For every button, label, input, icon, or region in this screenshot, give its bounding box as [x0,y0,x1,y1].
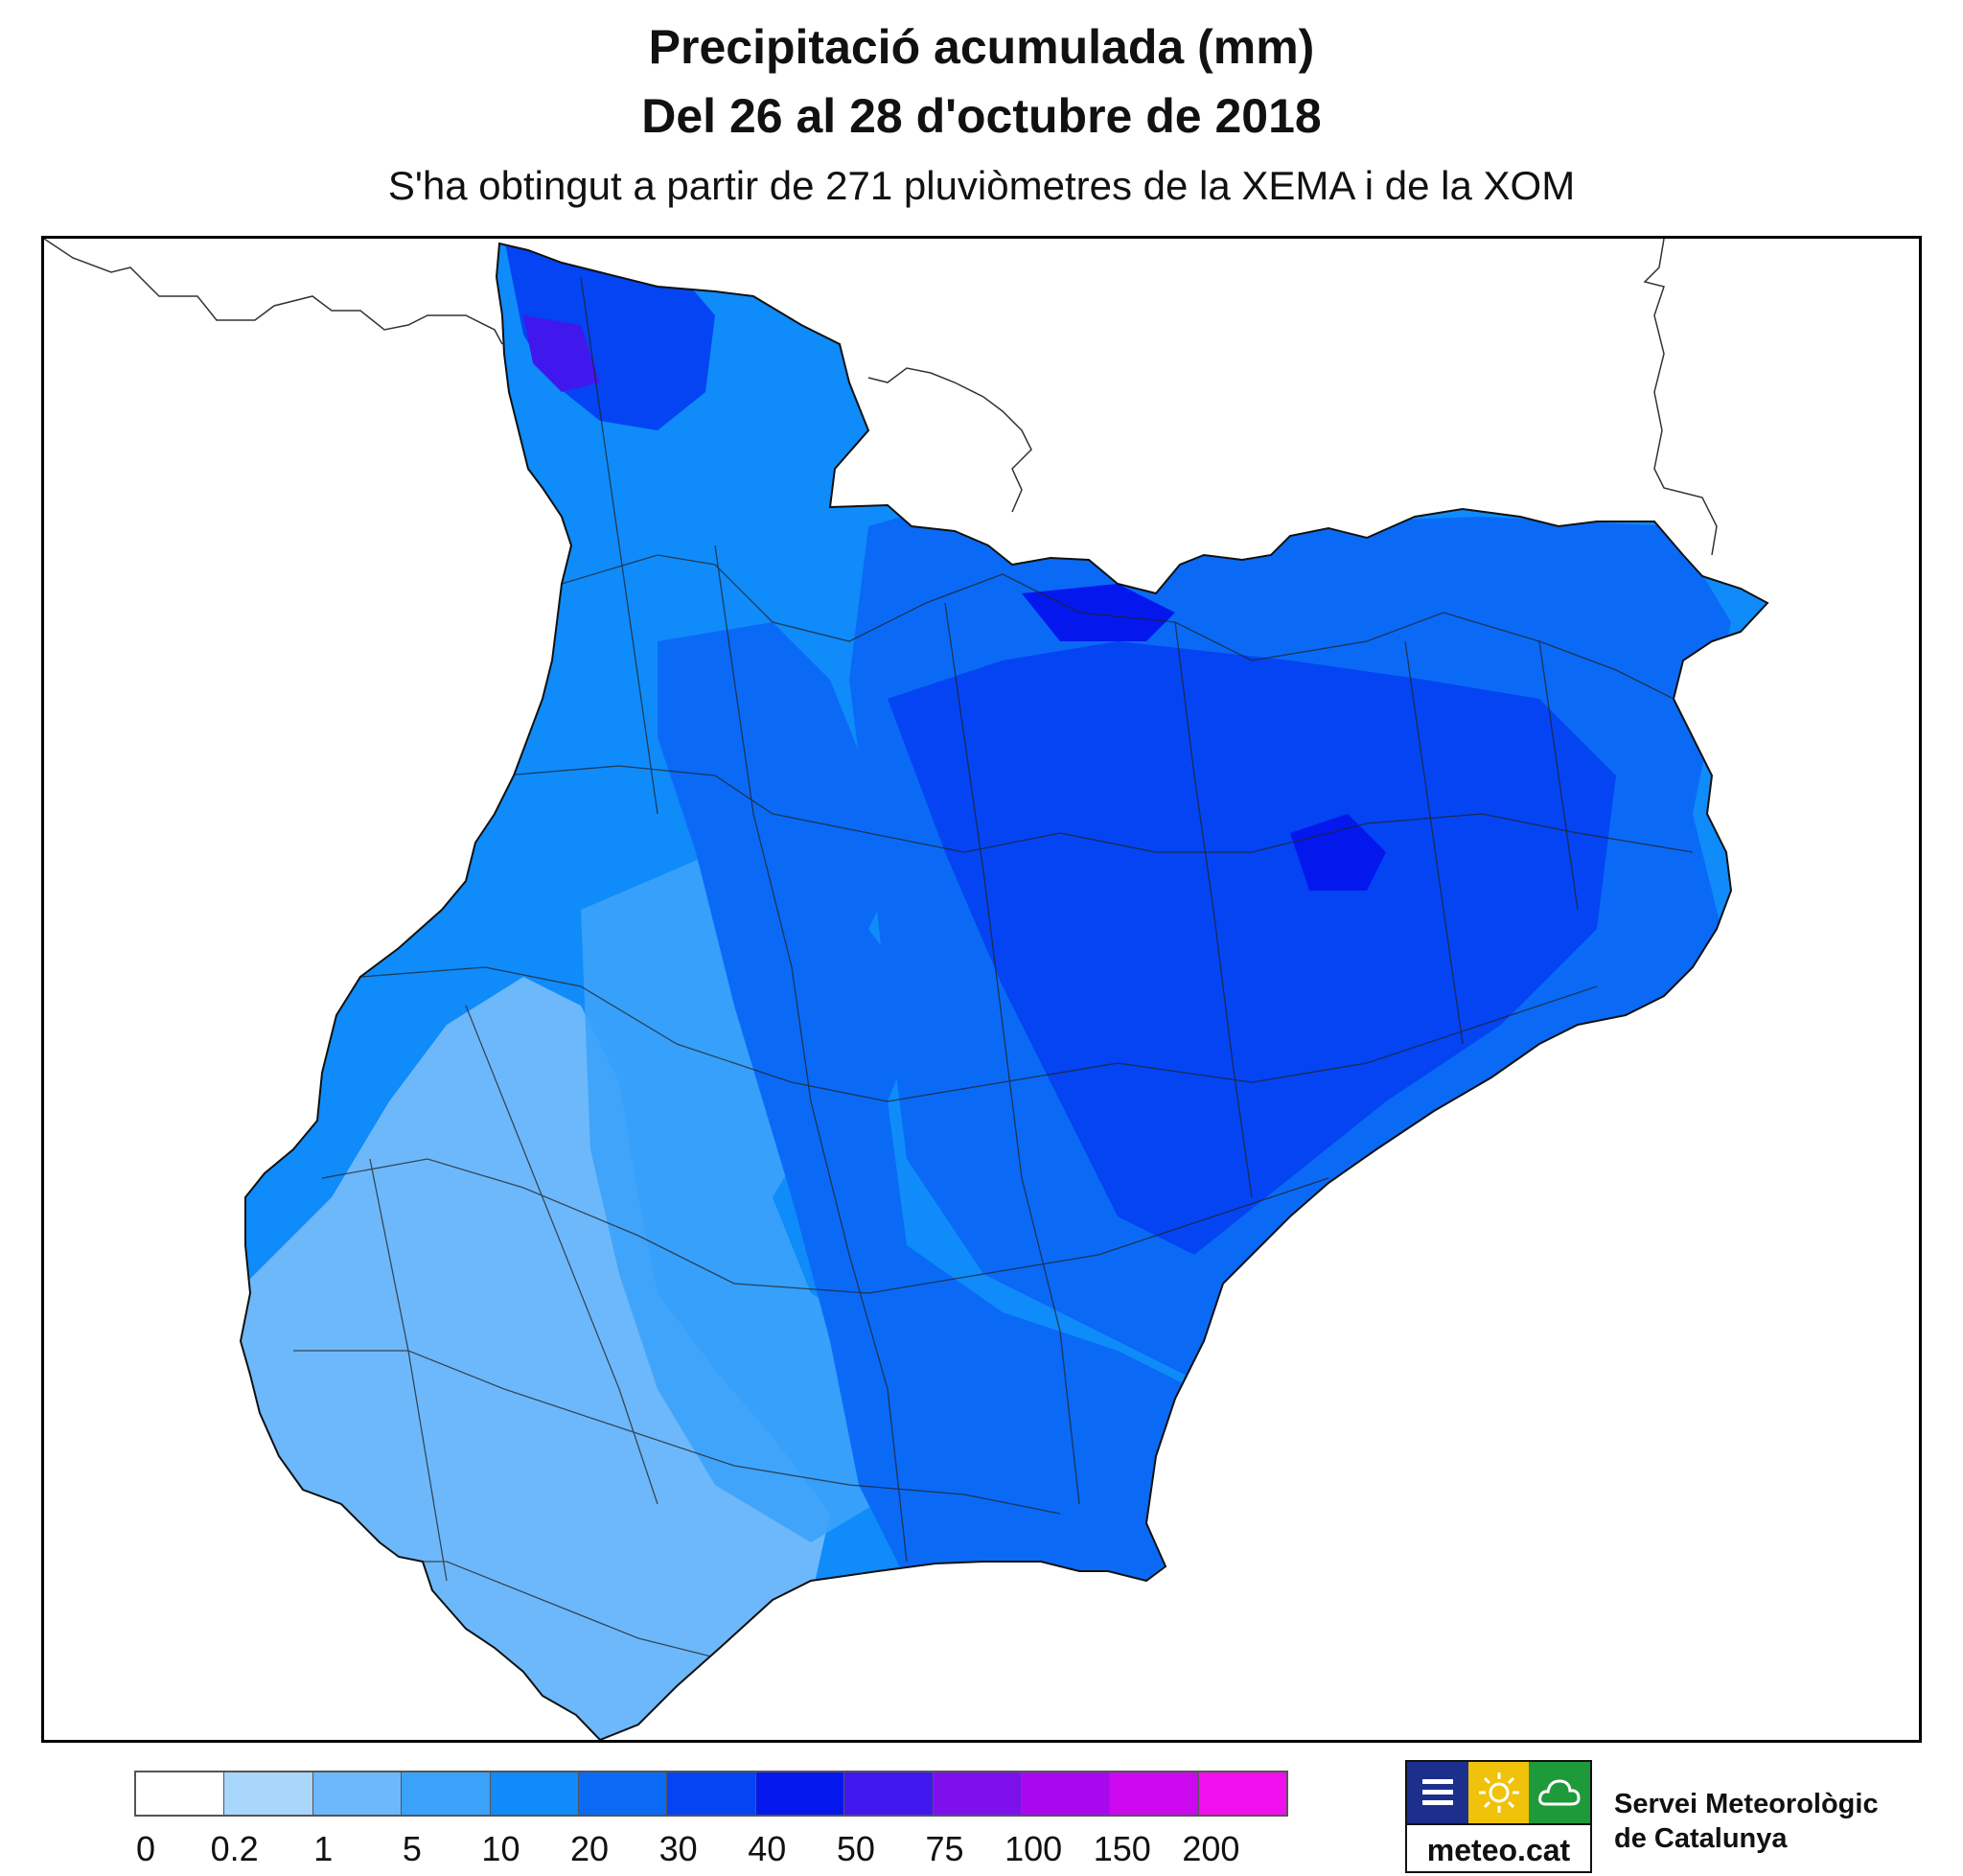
legend-swatch [667,1772,756,1815]
map-date-range: Del 26 al 28 d'octubre de 2018 [641,89,1322,143]
legend-swatch [490,1772,579,1815]
legend-swatch [933,1772,1022,1815]
legend-tick-label: 200 [1182,1829,1240,1868]
map-frame [41,236,1922,1743]
legend-swatch [224,1772,313,1815]
border-line-west [44,239,503,345]
border-line-andorra [867,367,1032,513]
meteocat-logo: meteo.cat [1405,1760,1592,1873]
precipitation-fill [241,243,1767,1740]
legend-swatch [136,1772,225,1815]
map-title: Precipitació acumulada (mm) [648,20,1315,74]
legend-swatch [844,1772,934,1815]
cloud-icon [1529,1762,1591,1823]
comarca-boundaries [293,276,1694,1658]
logo-text: meteo.cat [1407,1823,1590,1875]
border-line-east [1643,239,1718,556]
legend-swatch [1021,1772,1111,1815]
legend-tick-label: 0 [135,1829,156,1868]
legend-tick-label: 150 [1093,1829,1151,1868]
legend-swatch [578,1772,668,1815]
organization-line-1: Servei Meteorològic [1614,1789,1879,1819]
legend-swatch [402,1772,491,1815]
organization-name: Servei Meteorològic de Catalunya [1614,1787,1879,1856]
legend-tick-label: 75 [925,1829,964,1868]
legend-tick-label: 100 [1005,1829,1063,1868]
legend-swatch [1110,1772,1199,1815]
legend-swatch [755,1772,845,1815]
precipitation-map [44,239,1769,1740]
organization-line-2: de Catalunya [1614,1823,1788,1854]
legend-tick-label: 30 [658,1829,698,1868]
legend-tick-label: 10 [481,1829,520,1868]
precipitation-legend [134,1771,1288,1817]
legend-tick-label: 1 [313,1829,334,1868]
map-subtitle: S'ha obtingut a partir de 271 pluviòmetr… [387,163,1576,208]
catalonia-outline [239,242,1769,1740]
legend-tick-label: 5 [402,1829,422,1868]
legend-tick-label: 50 [836,1829,875,1868]
legend-swatch [1198,1772,1287,1815]
legend-tick-label: 20 [570,1829,610,1868]
sun-icon [1467,1762,1530,1823]
legend-swatch [312,1772,403,1815]
legend-tick-labels: 0 0.2 1 5 10 20 30 40 50 75 100 150 200 [0,1829,1963,1872]
legend-tick-label: 0.2 [210,1829,259,1868]
menu-icon [1407,1762,1468,1823]
legend-tick-label: 40 [748,1829,787,1868]
